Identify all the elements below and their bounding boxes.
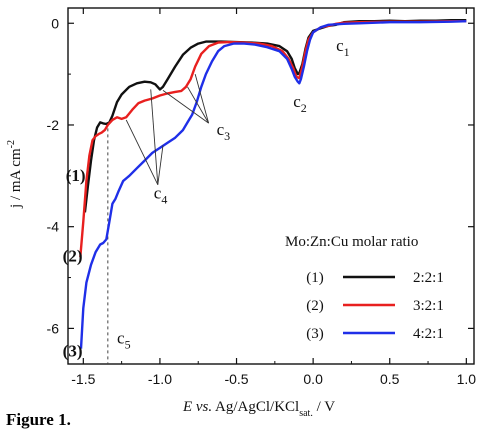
y-tick-label: -4: [47, 219, 60, 235]
c3-leader-line: [187, 86, 210, 124]
legend-tag: (2): [306, 298, 324, 314]
plot-area: -1.5 -1.0 -0.5 0.0 0.5 1.0 0 -2 -4 -6 E vs. Ag/AgC…: [6, 7, 477, 419]
annotation-c5: c5: [117, 329, 131, 352]
figure-caption: Figure 1.: [6, 410, 71, 429]
x-tick-label: -1.5: [71, 371, 95, 387]
annotation-c3: c3: [217, 120, 231, 143]
series-line-3: [79, 20, 467, 349]
y-axis-title: j / mA cm-2: [6, 140, 24, 209]
curve-label: (2): [63, 246, 83, 265]
x-axis-title: E vs. Ag/AgCl/KClsat. / V: [182, 399, 335, 419]
x-tick-label: -0.5: [224, 371, 248, 387]
annotation-c1: c1: [336, 36, 350, 59]
annotation-c4: c4: [154, 184, 168, 207]
x-tick-label: 0.5: [380, 371, 400, 387]
c4-leader-line: [150, 89, 159, 185]
legend-tag: (3): [306, 326, 324, 342]
c4-leader-line: [157, 145, 164, 185]
curve-label: (3): [63, 341, 83, 360]
legend-label: 2:2:1: [413, 270, 444, 286]
x-tick-label: 0.0: [303, 371, 323, 387]
legend-title: Mo:Zn:Cu molar ratio: [285, 234, 418, 250]
legend-tag: (1): [306, 270, 324, 286]
plot-frame: [67, 7, 475, 365]
y-tick-label: -6: [47, 320, 60, 336]
annotation-c2: c2: [293, 92, 307, 115]
legend-label: 3:2:1: [413, 298, 444, 314]
c3-leader-line: [162, 90, 209, 124]
c4-leader-line: [125, 119, 159, 185]
c3-leader-line: [194, 73, 210, 124]
series-line-2: [79, 20, 467, 258]
y-tick-label: -2: [47, 117, 60, 133]
legend-label: 4:2:1: [413, 326, 444, 342]
x-tick-label: 1.0: [457, 371, 477, 387]
x-tick-label: -1.0: [148, 371, 172, 387]
curve-label: (1): [66, 166, 86, 185]
y-tick-label: 0: [51, 15, 59, 31]
